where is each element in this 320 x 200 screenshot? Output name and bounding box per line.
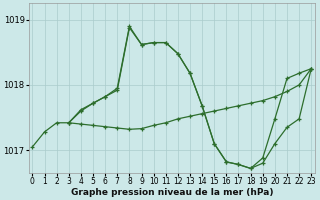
X-axis label: Graphe pression niveau de la mer (hPa): Graphe pression niveau de la mer (hPa) bbox=[71, 188, 273, 197]
